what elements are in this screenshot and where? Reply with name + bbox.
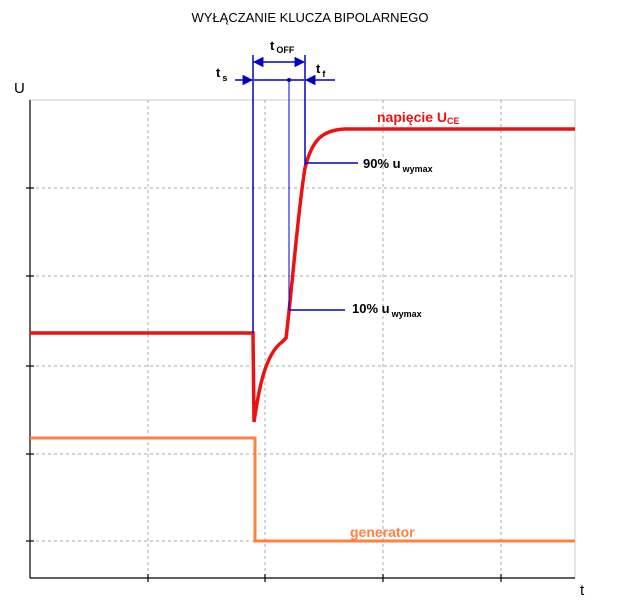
x-axis-label: t — [580, 582, 585, 599]
t-off-main: t — [270, 38, 275, 53]
generator-curve — [30, 436, 575, 543]
t-f-main: t — [316, 61, 321, 76]
title: WYŁĄCZANIE KLUCZA BIPOLARNEGO — [192, 10, 429, 25]
uce-main: napięcie U — [377, 109, 447, 125]
grid — [29, 99, 576, 579]
y-axis-label: U — [14, 80, 25, 97]
t-f-sub: f — [322, 69, 326, 79]
p10-main: 10% u — [352, 301, 390, 316]
t-off-sub: OFF — [276, 45, 294, 55]
t-s-sub: s — [222, 73, 227, 83]
p90-main: 90% u — [363, 156, 401, 171]
uce-curve — [30, 127, 575, 423]
generator-label: generator — [350, 524, 415, 540]
p10-sub: wymax — [391, 309, 422, 319]
p90-label: 90% u wymax — [363, 156, 433, 174]
timing-lines — [235, 55, 358, 333]
uce-label: napięcie UCE — [377, 109, 460, 126]
t-s-main: t — [216, 65, 221, 80]
uce-sub: CE — [447, 116, 460, 126]
p90-sub: wymax — [402, 164, 433, 174]
axes — [26, 100, 575, 582]
p10-label: 10% u wymax — [352, 301, 422, 319]
t-off-label: t OFF — [270, 38, 295, 55]
